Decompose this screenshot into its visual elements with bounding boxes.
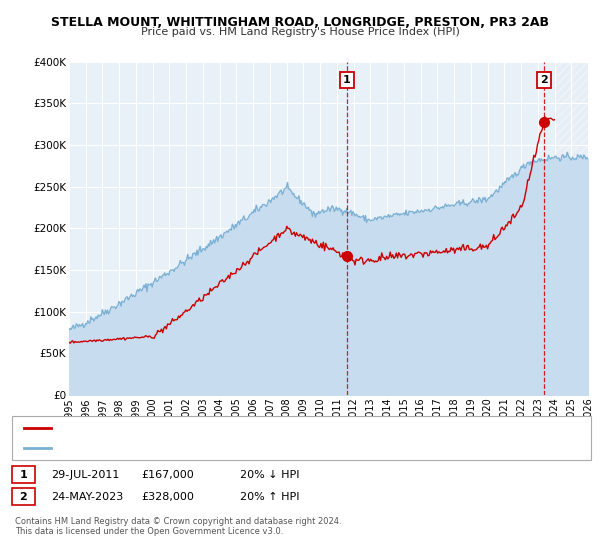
Text: STELLA MOUNT, WHITTINGHAM ROAD, LONGRIDGE, PRESTON, PR3 2AB: STELLA MOUNT, WHITTINGHAM ROAD, LONGRIDG… bbox=[51, 16, 549, 29]
Text: 1: 1 bbox=[343, 75, 350, 85]
Text: This data is licensed under the Open Government Licence v3.0.: This data is licensed under the Open Gov… bbox=[15, 528, 283, 536]
Text: HPI: Average price, detached house, Preston: HPI: Average price, detached house, Pres… bbox=[54, 444, 255, 452]
Text: 24-MAY-2023: 24-MAY-2023 bbox=[51, 492, 123, 502]
Text: Price paid vs. HM Land Registry's House Price Index (HPI): Price paid vs. HM Land Registry's House … bbox=[140, 27, 460, 37]
Bar bbox=[554, 62, 596, 395]
Text: £328,000: £328,000 bbox=[141, 492, 194, 502]
Text: 20% ↑ HPI: 20% ↑ HPI bbox=[240, 492, 299, 502]
Text: 1: 1 bbox=[20, 470, 27, 480]
Text: 29-JUL-2011: 29-JUL-2011 bbox=[51, 470, 119, 480]
Bar bbox=[554, 62, 596, 395]
Text: £167,000: £167,000 bbox=[141, 470, 194, 480]
Text: 2: 2 bbox=[540, 75, 548, 85]
Text: STELLA MOUNT, WHITTINGHAM ROAD, LONGRIDGE, PRESTON, PR3 2AB (detached house: STELLA MOUNT, WHITTINGHAM ROAD, LONGRIDG… bbox=[54, 423, 454, 432]
Text: 2: 2 bbox=[20, 492, 27, 502]
Text: 20% ↓ HPI: 20% ↓ HPI bbox=[240, 470, 299, 480]
Text: Contains HM Land Registry data © Crown copyright and database right 2024.: Contains HM Land Registry data © Crown c… bbox=[15, 517, 341, 526]
